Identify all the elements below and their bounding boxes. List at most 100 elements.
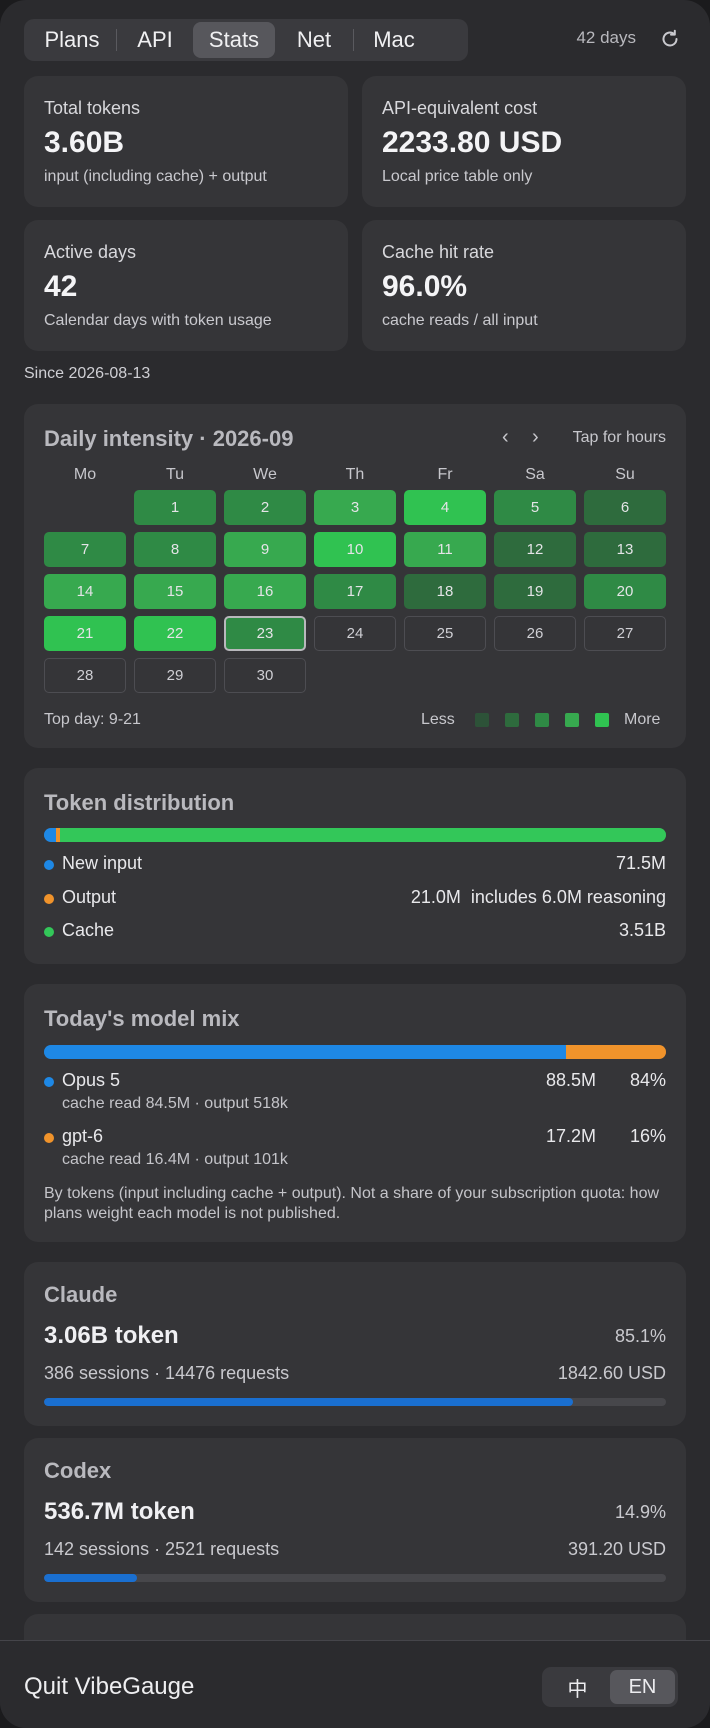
section-title: Token distribution <box>44 790 235 815</box>
footer-bar: Quit VibeGauge 中 EN <box>0 1640 710 1728</box>
calendar-day[interactable]: 1 <box>134 490 216 525</box>
refresh-icon[interactable] <box>658 27 682 51</box>
calendar-day[interactable]: 3 <box>314 490 396 525</box>
stat-value: 42 <box>44 270 78 303</box>
output-amount: 21.0M <box>410 887 461 907</box>
tab-mac[interactable]: Mac <box>373 27 415 52</box>
language-option-zh[interactable]: 中 <box>567 1678 588 1701</box>
stat-value: 2233.80 USD <box>382 126 563 159</box>
model-mix-note: By tokens (input including cache + outpu… <box>44 1185 660 1222</box>
legend-swatch <box>535 713 549 727</box>
language-switch: 中 EN <box>542 1667 678 1707</box>
calendar-day[interactable]: 21 <box>44 616 126 651</box>
weekday-label: Th <box>345 466 365 483</box>
calendar-day[interactable]: 16 <box>224 574 306 609</box>
quit-button[interactable]: Quit VibeGauge <box>24 1673 195 1700</box>
provider-share-fill <box>44 1398 574 1406</box>
calendar-day[interactable]: 15 <box>134 574 216 609</box>
calendar-day[interactable]: 29 <box>134 658 216 693</box>
language-option-en[interactable]: EN <box>610 1670 675 1704</box>
stat-card-cache-hit-rate: Cache hit rate 96.0% cache reads / all i… <box>362 220 686 351</box>
model-mix-card: Today's model mix Opus 5 88.5M 84% cache… <box>24 984 686 1242</box>
calendar-day[interactable]: 6 <box>584 490 666 525</box>
model-detail: cache read 16.4M · output 101k <box>62 1151 288 1168</box>
chevron-right-icon[interactable]: › <box>532 426 539 448</box>
provider-sessions: 386 sessions · 14476 requests <box>44 1363 290 1383</box>
tab-divider <box>116 29 117 51</box>
provider-cost: 391.20 USD <box>567 1539 666 1559</box>
legend-swatch <box>475 713 489 727</box>
distribution-segment <box>59 828 666 842</box>
stat-subtitle: Calendar days with token usage <box>44 312 272 329</box>
tab-api[interactable]: API <box>137 27 173 52</box>
calendar-day[interactable]: 23 <box>224 616 306 651</box>
calendar-day[interactable]: 4 <box>404 490 486 525</box>
calendar-day[interactable]: 11 <box>404 532 486 567</box>
provider-share-bar <box>44 1574 666 1582</box>
legend-swatch <box>595 713 609 727</box>
calendar-day[interactable]: 30 <box>224 658 306 693</box>
legend-swatch <box>505 713 519 727</box>
section-title: Today's model mix <box>44 1006 240 1031</box>
cache-label: Cache <box>62 920 115 940</box>
calendar-day[interactable]: 24 <box>314 616 396 651</box>
calendar-day[interactable]: 14 <box>44 574 126 609</box>
calendar-day[interactable]: 2 <box>224 490 306 525</box>
calendar-day[interactable]: 12 <box>494 532 576 567</box>
provider-card-codex: Codex 536.7M token 14.9% 142 sessions · … <box>24 1438 686 1602</box>
legend-less-label: Less <box>421 711 455 728</box>
stat-value: 96.0% <box>382 270 468 303</box>
range-label[interactable]: 42 days <box>576 28 636 47</box>
stat-card-total-tokens: Total tokens 3.60B input (including cach… <box>24 76 348 207</box>
provider-card-claude: Claude 3.06B token 85.1% 386 sessions · … <box>24 1262 686 1426</box>
tab-net[interactable]: Net <box>296 27 332 52</box>
stat-card-active-days: Active days 42 Calendar days with token … <box>24 220 348 351</box>
output-value: 21.0M includes 6.0M reasoning <box>411 887 666 908</box>
provider-share-fill <box>44 1574 137 1582</box>
calendar-day[interactable]: 17 <box>314 574 396 609</box>
provider-name: Claude <box>44 1282 118 1307</box>
calendar-day[interactable]: 22 <box>134 616 216 651</box>
calendar-day[interactable]: 27 <box>584 616 666 651</box>
stat-subtitle: cache reads / all input <box>382 312 538 329</box>
weekday-label: Sa <box>525 466 545 483</box>
model-percent: 84% <box>629 1070 666 1090</box>
calendar-day[interactable]: 9 <box>224 532 306 567</box>
calendar-day[interactable]: 10 <box>314 532 396 567</box>
legend-more-label: More <box>624 711 661 728</box>
chevron-left-icon[interactable]: ‹ <box>502 426 509 448</box>
tab-stats[interactable]: Stats <box>193 22 275 58</box>
model-tokens: 17.2M <box>545 1126 596 1146</box>
calendar-day[interactable]: 20 <box>584 574 666 609</box>
model-mix-bar <box>44 1045 666 1059</box>
calendar-day[interactable]: 19 <box>494 574 576 609</box>
stat-subtitle: Local price table only <box>382 168 533 185</box>
stat-title: Cache hit rate <box>382 242 495 262</box>
daily-intensity-card: Daily intensity · 2026-09 ‹ › Tap for ho… <box>24 404 686 748</box>
calendar-day[interactable]: 5 <box>494 490 576 525</box>
stat-subtitle: input (including cache) + output <box>44 168 267 185</box>
calendar-day[interactable]: 28 <box>44 658 126 693</box>
calendar-day[interactable]: 7 <box>44 532 126 567</box>
provider-tokens: 3.06B token <box>44 1322 179 1349</box>
calendar-day[interactable]: 26 <box>494 616 576 651</box>
since-date: Since 2026-08-13 <box>24 365 151 382</box>
provider-sessions: 142 sessions · 2521 requests <box>44 1539 280 1559</box>
distribution-segment <box>56 828 60 842</box>
weekday-label: Mo <box>73 466 97 483</box>
stat-card-api-cost: API-equivalent cost 2233.80 USD Local pr… <box>362 76 686 207</box>
output-dot <box>44 894 54 904</box>
calendar-day[interactable]: 8 <box>134 532 216 567</box>
model-percent: 16% <box>629 1126 666 1146</box>
tab-divider <box>353 29 354 51</box>
new-input-value: 71.5M <box>615 853 666 873</box>
new-input-dot <box>44 860 54 870</box>
stat-value: 3.60B <box>44 126 125 159</box>
token-distribution-card: Token distribution New input 71.5M Outpu… <box>24 768 686 964</box>
calendar-day[interactable]: 25 <box>404 616 486 651</box>
tab-plans[interactable]: Plans <box>44 27 100 52</box>
calendar-day[interactable]: 13 <box>584 532 666 567</box>
calendar-day[interactable]: 18 <box>404 574 486 609</box>
weekday-label: Tu <box>165 466 185 483</box>
